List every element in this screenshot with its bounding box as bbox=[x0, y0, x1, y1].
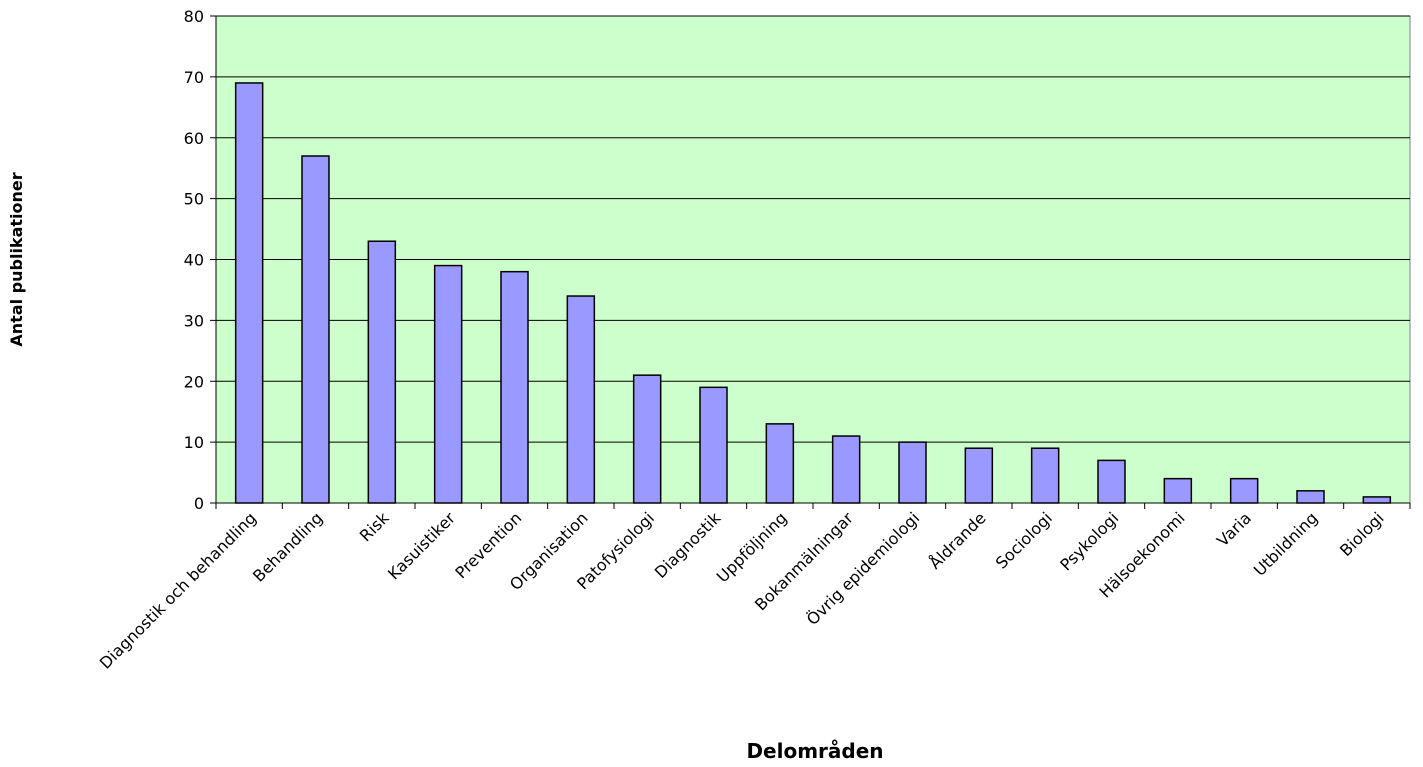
y-tick-label: 20 bbox=[184, 372, 204, 391]
bar bbox=[1163, 477, 1193, 504]
bar bbox=[765, 423, 795, 504]
gridlines bbox=[216, 15, 1410, 443]
x-tick-label: Risk bbox=[356, 508, 393, 545]
bar bbox=[1229, 477, 1259, 504]
bar bbox=[234, 82, 264, 504]
bar bbox=[1362, 496, 1392, 504]
x-tick-label: Diagnostik och behandling bbox=[96, 508, 260, 672]
bar bbox=[1097, 459, 1126, 504]
y-axis-title: Antal publikationer bbox=[7, 172, 26, 346]
bar bbox=[699, 386, 728, 504]
bar bbox=[433, 264, 463, 504]
x-tick-label: Sociologi bbox=[992, 508, 1056, 572]
bar bbox=[1030, 447, 1060, 504]
x-tick-label: Biologi bbox=[1336, 508, 1388, 560]
bar bbox=[831, 435, 861, 504]
bar bbox=[1296, 490, 1325, 504]
x-tick-label: Varia bbox=[1213, 508, 1255, 550]
x-tick-label: Åldrande bbox=[925, 508, 989, 572]
x-tick-label: Utbildning bbox=[1250, 508, 1321, 579]
bar bbox=[367, 240, 397, 504]
y-tick-label: 0 bbox=[194, 494, 204, 513]
x-tick-label: Behandling bbox=[249, 508, 326, 585]
x-tick-label: Övrig epidemiologi bbox=[803, 508, 924, 629]
x-tick-label: Psykologi bbox=[1056, 508, 1122, 574]
y-axis: 0 10 20 30 40 50 60 70 80 bbox=[184, 7, 217, 513]
y-tick-label: 60 bbox=[184, 129, 204, 148]
bar bbox=[964, 447, 994, 504]
bar bbox=[301, 155, 330, 504]
y-tick-label: 40 bbox=[184, 251, 204, 270]
bar bbox=[898, 441, 927, 504]
bar bbox=[632, 374, 662, 504]
y-tick-label: 70 bbox=[184, 68, 204, 87]
bar bbox=[566, 295, 596, 504]
y-tick-label: 30 bbox=[184, 311, 204, 330]
x-tick-label: Kasuistiker bbox=[384, 508, 459, 583]
bars bbox=[234, 82, 1392, 504]
y-tick-label: 50 bbox=[184, 190, 204, 209]
y-tick-label: 10 bbox=[184, 433, 204, 452]
x-axis-title: Delområden bbox=[746, 739, 883, 763]
bar bbox=[500, 270, 529, 504]
y-tick-label: 80 bbox=[184, 7, 204, 26]
